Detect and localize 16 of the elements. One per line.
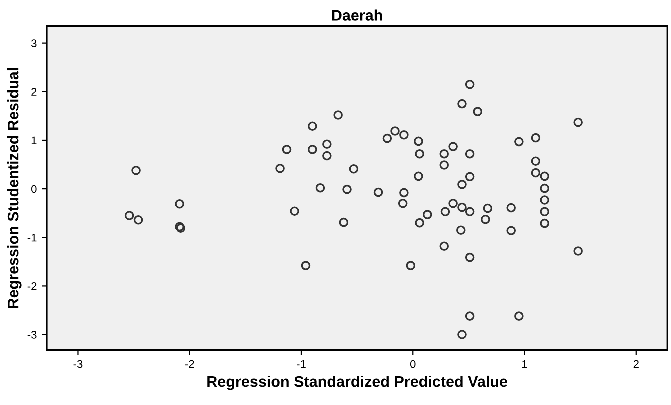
- y-tick-label: -2: [28, 282, 37, 290]
- y-tick-label: 2: [32, 88, 37, 96]
- x-tick-label: -1: [297, 360, 306, 368]
- y-tick-label: 0: [32, 185, 37, 194]
- y-tick-label: -1: [28, 234, 37, 242]
- x-axis-title: Regression Standardized Predicted Value: [208, 376, 508, 390]
- y-axis-title: Regression Studentized Residual: [8, 68, 22, 308]
- x-tick-label: -3: [74, 360, 83, 368]
- y-tick-label: -3: [28, 331, 37, 339]
- x-tick-label: 0: [410, 360, 416, 368]
- chart-title: Daerah: [332, 10, 382, 21]
- x-tick-label: -2: [185, 360, 194, 368]
- y-tick-label: 3: [31, 40, 37, 48]
- x-tick-label: 2: [634, 360, 639, 368]
- x-tick-label: 1: [522, 360, 528, 368]
- y-tick-label: 1: [32, 136, 37, 145]
